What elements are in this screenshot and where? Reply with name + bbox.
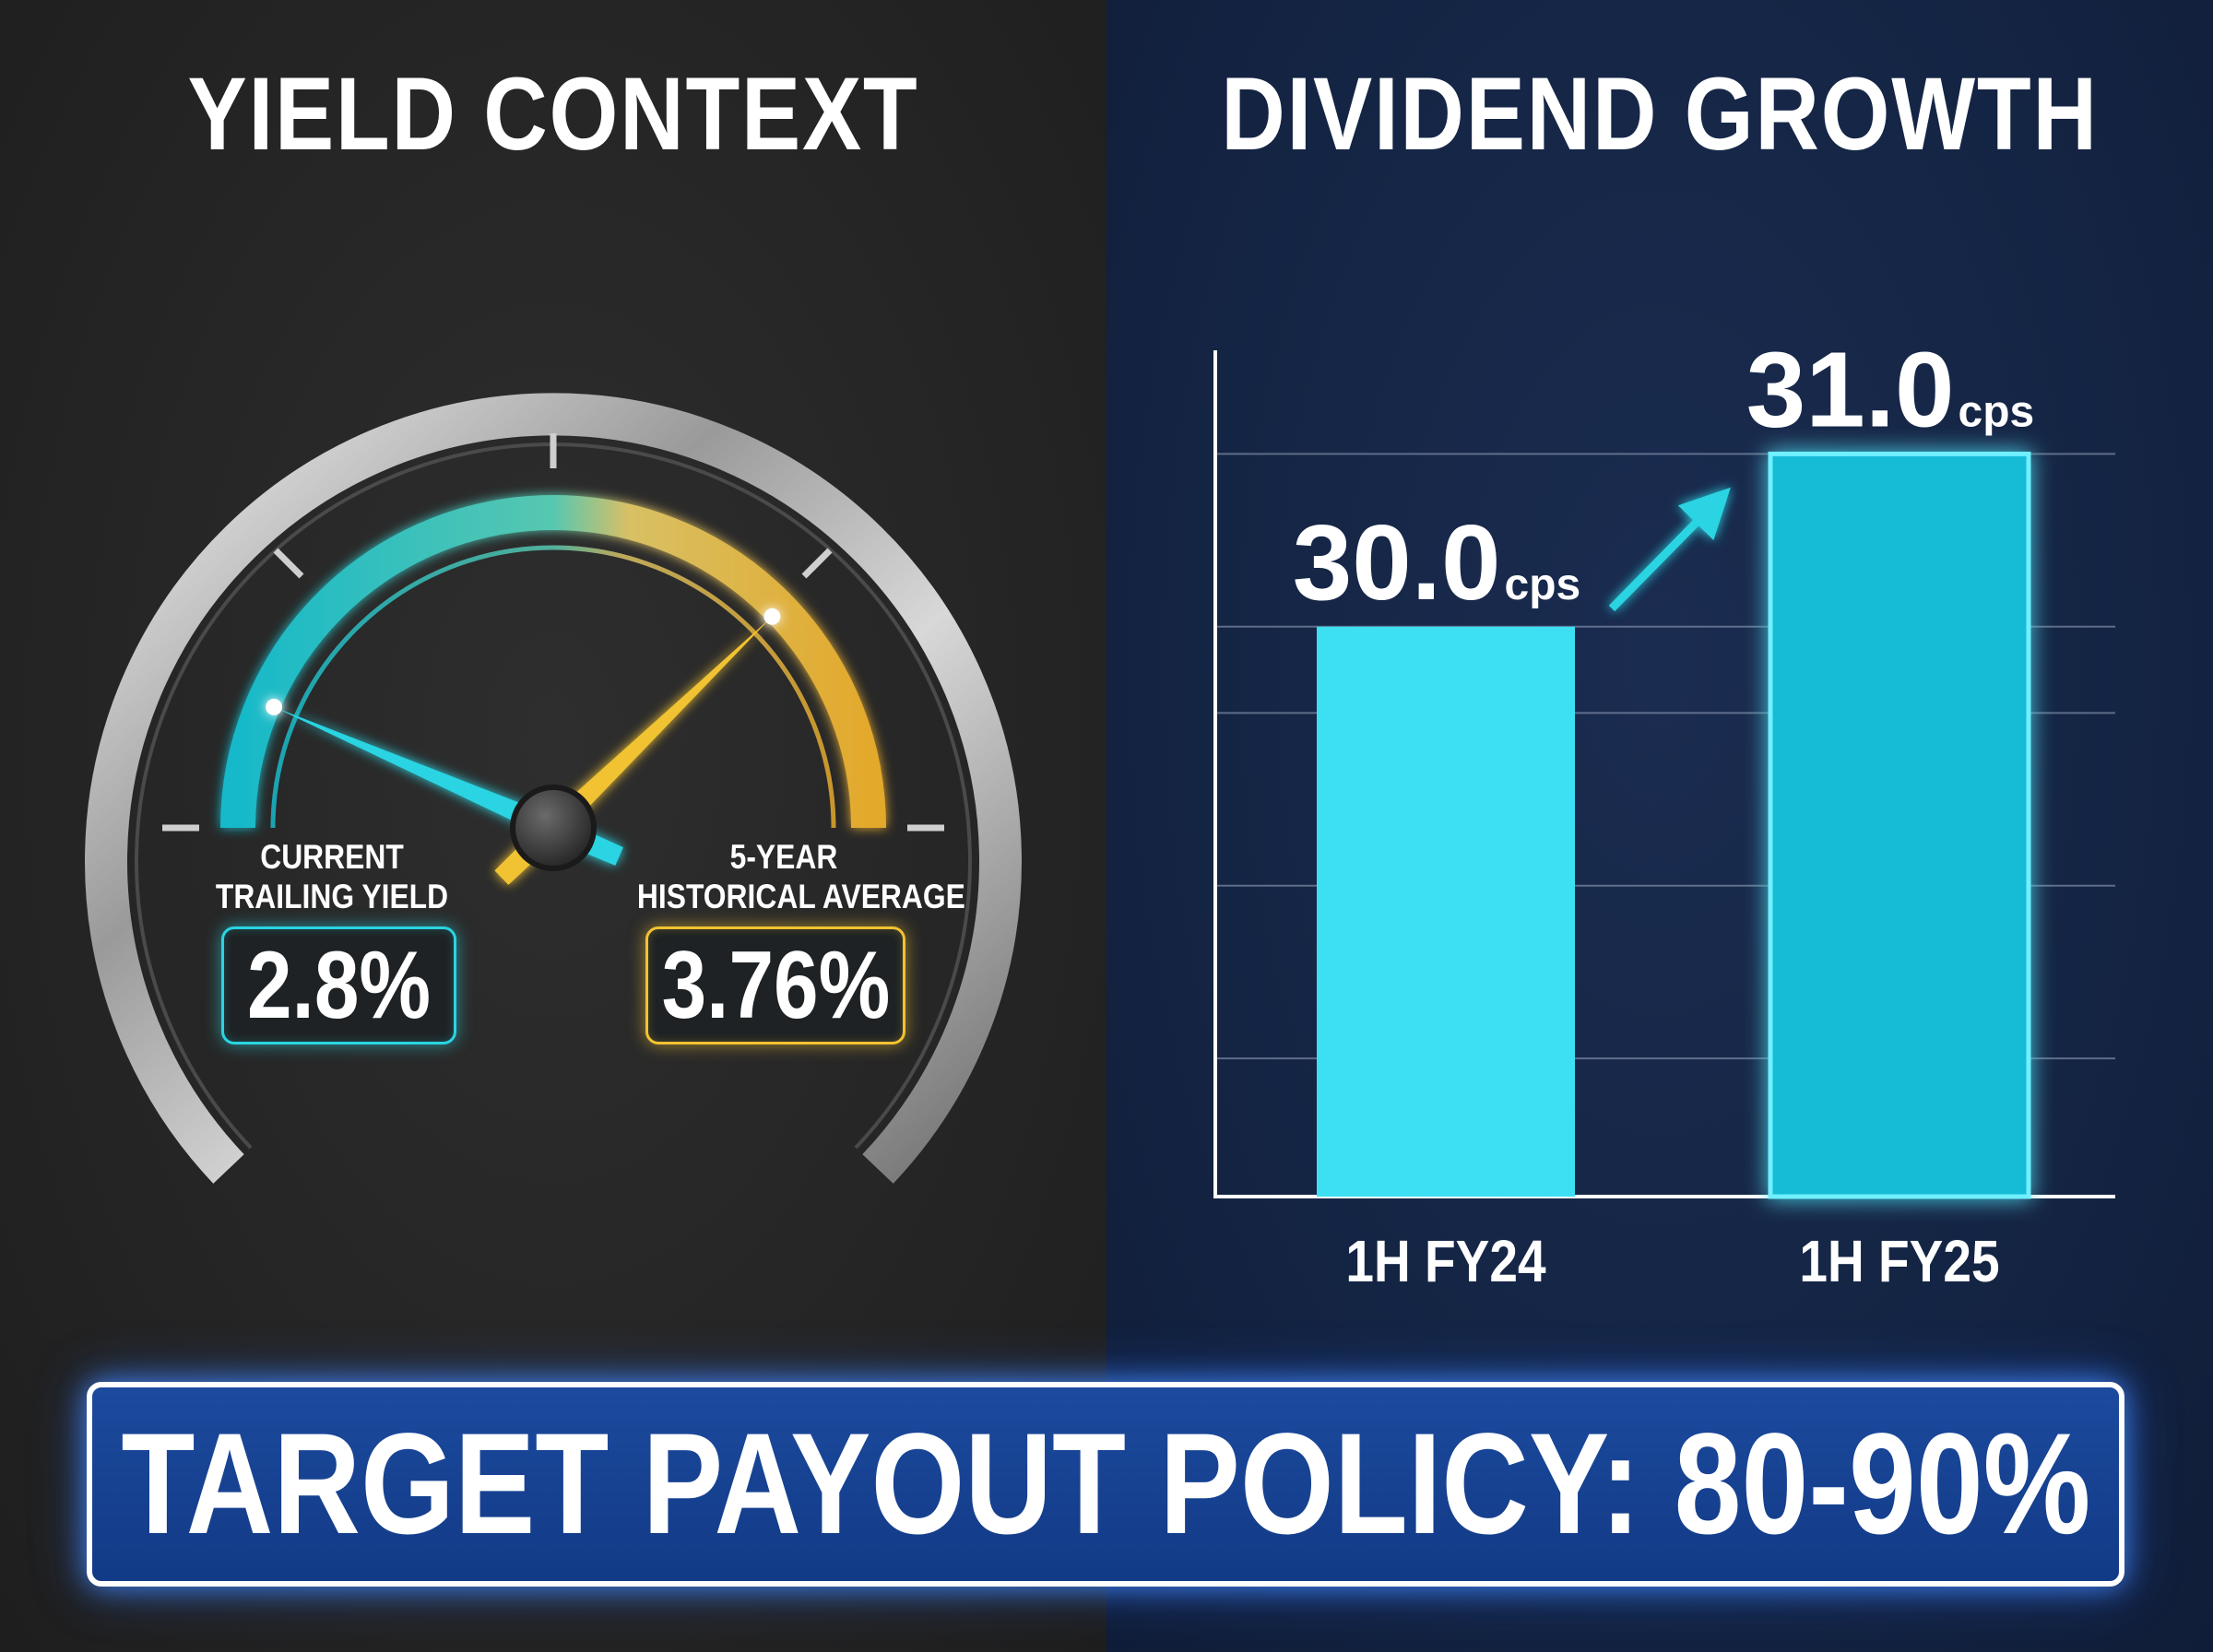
needle-tip-dot xyxy=(763,608,781,625)
gauge-hub xyxy=(510,785,597,871)
x-tick-label: 1H FY25 xyxy=(1799,1228,1999,1294)
current-yield-label: CURRENT TRAILING YIELD xyxy=(189,837,475,916)
yield-gauge xyxy=(85,393,1022,1184)
average-yield-value-box: 3.76% xyxy=(645,926,905,1044)
x-tick-label: 1H FY24 xyxy=(1345,1228,1545,1294)
current-yield-value-box: 2.8% xyxy=(221,926,456,1044)
dividend-bar-chart: 1H FY24 30.0cps 1H FY25 31.0cps xyxy=(1213,329,2115,1294)
gauge-color-arc-inner xyxy=(270,545,836,829)
gauge-ticks xyxy=(162,433,944,832)
average-yield-label: 5-YEAR HISTORICAL AVERAGE xyxy=(636,837,965,916)
yield-context-title: YIELD CONTEXT xyxy=(187,56,919,171)
current-yield-label-line1: CURRENT xyxy=(260,838,404,876)
current-yield-label-line2: TRAILING YIELD xyxy=(215,878,449,915)
growth-trend-arrow xyxy=(1608,487,1731,612)
bar-1h-fy25 xyxy=(1768,451,2031,1199)
gauge-tick-upper-right xyxy=(801,548,833,579)
gauge-tick-upper-left xyxy=(273,548,304,579)
bar-value-label: 31.0cps xyxy=(1746,329,2035,449)
payout-policy-text: TARGET PAYOUT POLICY: 80-90% xyxy=(121,1404,2090,1564)
average-yield-label-line2: HISTORICAL AVERAGE xyxy=(636,878,965,915)
needle-tip-dot xyxy=(266,698,283,715)
payout-policy-banner: TARGET PAYOUT POLICY: 80-90% xyxy=(87,1382,2124,1587)
gauge-bezel xyxy=(85,393,1022,1184)
average-yield-value: 3.76% xyxy=(661,931,890,1039)
current-yield-value: 2.8% xyxy=(246,931,432,1039)
average-yield-label-line1: 5-YEAR xyxy=(729,838,838,876)
dividend-growth-title: DIVIDEND GROWTH xyxy=(1221,56,2099,171)
bar-1h-fy24 xyxy=(1317,626,1575,1197)
bar-value-label: 30.0cps xyxy=(1293,502,1581,622)
gauge-color-arc xyxy=(220,495,886,829)
